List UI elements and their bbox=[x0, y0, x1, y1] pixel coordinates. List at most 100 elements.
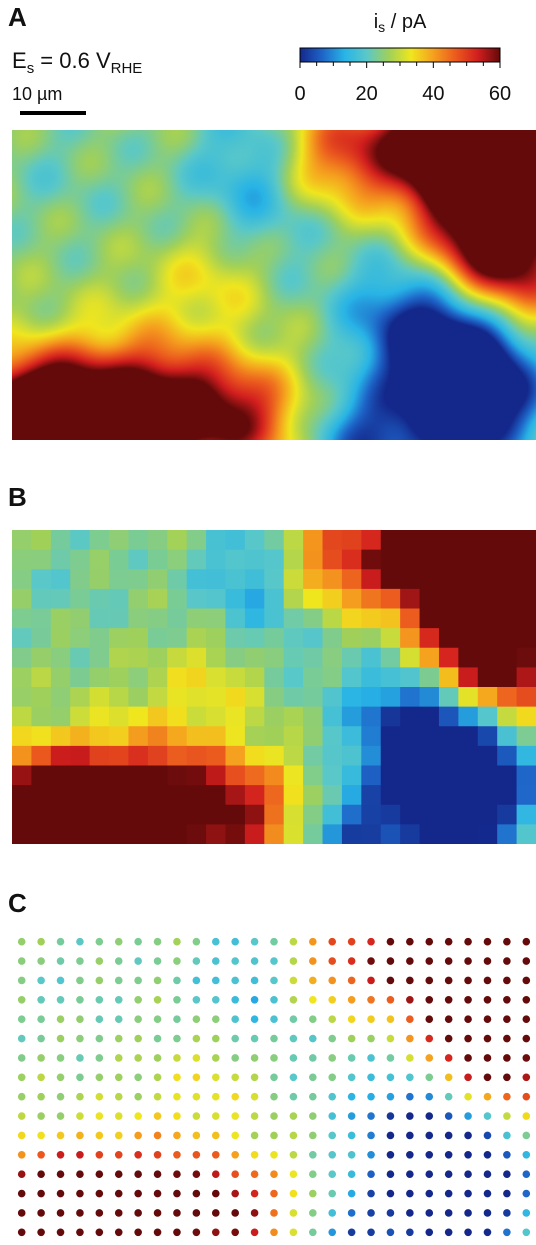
heatmap-cell bbox=[264, 765, 285, 786]
heatmap-cell bbox=[361, 569, 382, 590]
heatmap-cell bbox=[167, 745, 188, 766]
measurement-point bbox=[347, 976, 356, 985]
heatmap-cell bbox=[419, 726, 440, 747]
heatmap-cell bbox=[400, 804, 420, 825]
measurement-point bbox=[173, 1015, 181, 1023]
heatmap-cell bbox=[206, 569, 226, 590]
measurement-point bbox=[406, 1228, 414, 1237]
potential-symbol-subscript: s bbox=[26, 60, 35, 77]
heatmap-cell bbox=[419, 647, 440, 668]
heatmap-cell bbox=[400, 569, 420, 590]
measurement-point bbox=[270, 957, 278, 965]
heatmap-cell bbox=[109, 588, 129, 609]
measurement-point bbox=[76, 976, 84, 985]
measurement-point bbox=[211, 957, 220, 965]
heatmap-cell bbox=[147, 706, 168, 727]
heatmap-cell bbox=[283, 785, 304, 806]
measurement-point bbox=[270, 1228, 278, 1237]
heatmap-cell bbox=[31, 785, 52, 806]
heatmap-cell bbox=[12, 785, 32, 806]
heatmap-cell bbox=[516, 687, 536, 708]
measurement-point bbox=[367, 937, 375, 946]
measurement-point bbox=[289, 976, 298, 985]
measurement-point bbox=[173, 976, 181, 985]
heatmap-cell bbox=[380, 549, 401, 570]
measurement-point bbox=[386, 1073, 395, 1082]
heatmap-cell bbox=[283, 647, 304, 668]
measurement-point bbox=[95, 1209, 104, 1217]
heatmap-cell bbox=[109, 804, 129, 825]
measurement-point bbox=[347, 1054, 356, 1062]
heatmap-cell bbox=[50, 687, 71, 708]
heatmap-cell bbox=[109, 785, 129, 806]
measurement-point bbox=[309, 1189, 317, 1198]
heatmap-cell bbox=[89, 745, 110, 766]
heatmap-cell bbox=[128, 726, 149, 747]
measurement-point bbox=[367, 1034, 375, 1043]
heatmap-cell bbox=[225, 667, 246, 688]
heatmap-cell bbox=[12, 530, 32, 551]
measurement-point bbox=[328, 937, 337, 946]
heatmap-cell bbox=[516, 628, 536, 649]
measurement-point bbox=[309, 1054, 317, 1062]
heatmap-cell bbox=[497, 804, 517, 825]
heatmap-cell bbox=[12, 765, 32, 786]
measurement-point bbox=[309, 937, 317, 946]
measurement-point bbox=[95, 1015, 104, 1023]
heatmap-cell bbox=[147, 549, 168, 570]
measurement-point bbox=[503, 1015, 511, 1023]
measurement-point bbox=[192, 1131, 201, 1140]
measurement-point bbox=[328, 1034, 337, 1043]
heatmap-cell bbox=[167, 530, 188, 551]
measurement-point bbox=[328, 996, 337, 1004]
heatmap-cell bbox=[283, 530, 304, 551]
heatmap-cell bbox=[50, 647, 71, 668]
heatmap-cell bbox=[186, 588, 207, 609]
measurement-point bbox=[289, 1015, 298, 1023]
panel-label-b: B bbox=[8, 482, 27, 512]
measurement-point bbox=[37, 937, 45, 946]
measurement-point bbox=[347, 1170, 356, 1178]
heatmap-cell bbox=[50, 549, 71, 570]
heatmap-cell bbox=[225, 726, 246, 747]
measurement-point bbox=[328, 1151, 337, 1159]
measurement-point bbox=[309, 1073, 317, 1082]
heatmap-cell bbox=[283, 765, 304, 786]
scale-bar-label: 10 µm bbox=[12, 84, 63, 104]
heatmap-cell bbox=[109, 549, 129, 570]
measurement-point bbox=[153, 1170, 162, 1178]
heatmap-cell bbox=[12, 706, 32, 727]
heatmap-cell bbox=[89, 765, 110, 786]
measurement-point bbox=[289, 957, 298, 965]
measurement-point bbox=[464, 1170, 472, 1178]
measurement-point bbox=[270, 937, 278, 946]
heatmap-cell bbox=[147, 804, 168, 825]
measurement-point bbox=[367, 1112, 375, 1120]
heatmap-cell bbox=[322, 647, 343, 668]
heatmap-cell bbox=[225, 569, 246, 590]
measurement-point bbox=[173, 1151, 181, 1159]
heatmap-cell bbox=[400, 647, 420, 668]
measurement-point bbox=[347, 996, 356, 1004]
heatmap-cell bbox=[438, 667, 459, 688]
measurement-point bbox=[367, 1092, 375, 1101]
measurement-point bbox=[173, 1170, 181, 1178]
measurement-point bbox=[134, 1073, 142, 1082]
measurement-point bbox=[309, 976, 317, 985]
heatmap-cell bbox=[109, 687, 129, 708]
measurement-point bbox=[483, 1151, 492, 1159]
heatmap-cell bbox=[477, 569, 498, 590]
measurement-point bbox=[444, 1054, 453, 1062]
measurement-point bbox=[503, 1054, 511, 1062]
measurement-point bbox=[444, 957, 453, 965]
measurement-point bbox=[309, 957, 317, 965]
measurement-point bbox=[483, 1092, 492, 1101]
heatmap-cell bbox=[128, 667, 149, 688]
heatmap-cell bbox=[419, 530, 440, 551]
heatmap-cell bbox=[361, 824, 382, 844]
heatmap-cell bbox=[206, 667, 226, 688]
heatmap-cell bbox=[50, 569, 71, 590]
heatmap-cell bbox=[283, 726, 304, 747]
measurement-point bbox=[56, 1054, 65, 1062]
measurement-point bbox=[114, 1015, 123, 1023]
